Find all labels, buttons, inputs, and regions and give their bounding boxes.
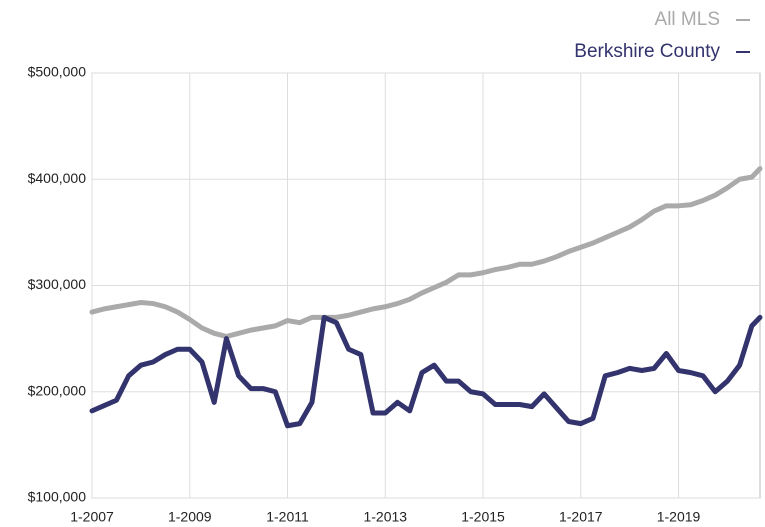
y-tick-label: $400,000 <box>28 170 87 186</box>
y-tick-label: $100,000 <box>28 489 87 505</box>
x-tick-label: 1-2013 <box>363 509 407 525</box>
y-tick-label: $500,000 <box>28 64 87 80</box>
legend-label: All MLS <box>655 9 720 30</box>
y-tick-label: $200,000 <box>28 382 87 398</box>
x-tick-label: 1-2019 <box>657 509 701 525</box>
series-line <box>89 314 763 429</box>
legend-label: Berkshire County <box>574 41 720 62</box>
x-tick-label: 1-2017 <box>559 509 603 525</box>
y-tick-label: $300,000 <box>28 276 87 292</box>
series-line <box>89 166 763 339</box>
x-tick-label: 1-2011 <box>266 509 309 525</box>
x-tick-label: 1-2007 <box>70 509 114 525</box>
x-tick-label: 1-2015 <box>461 509 505 525</box>
x-tick-label: 1-2009 <box>168 509 212 525</box>
